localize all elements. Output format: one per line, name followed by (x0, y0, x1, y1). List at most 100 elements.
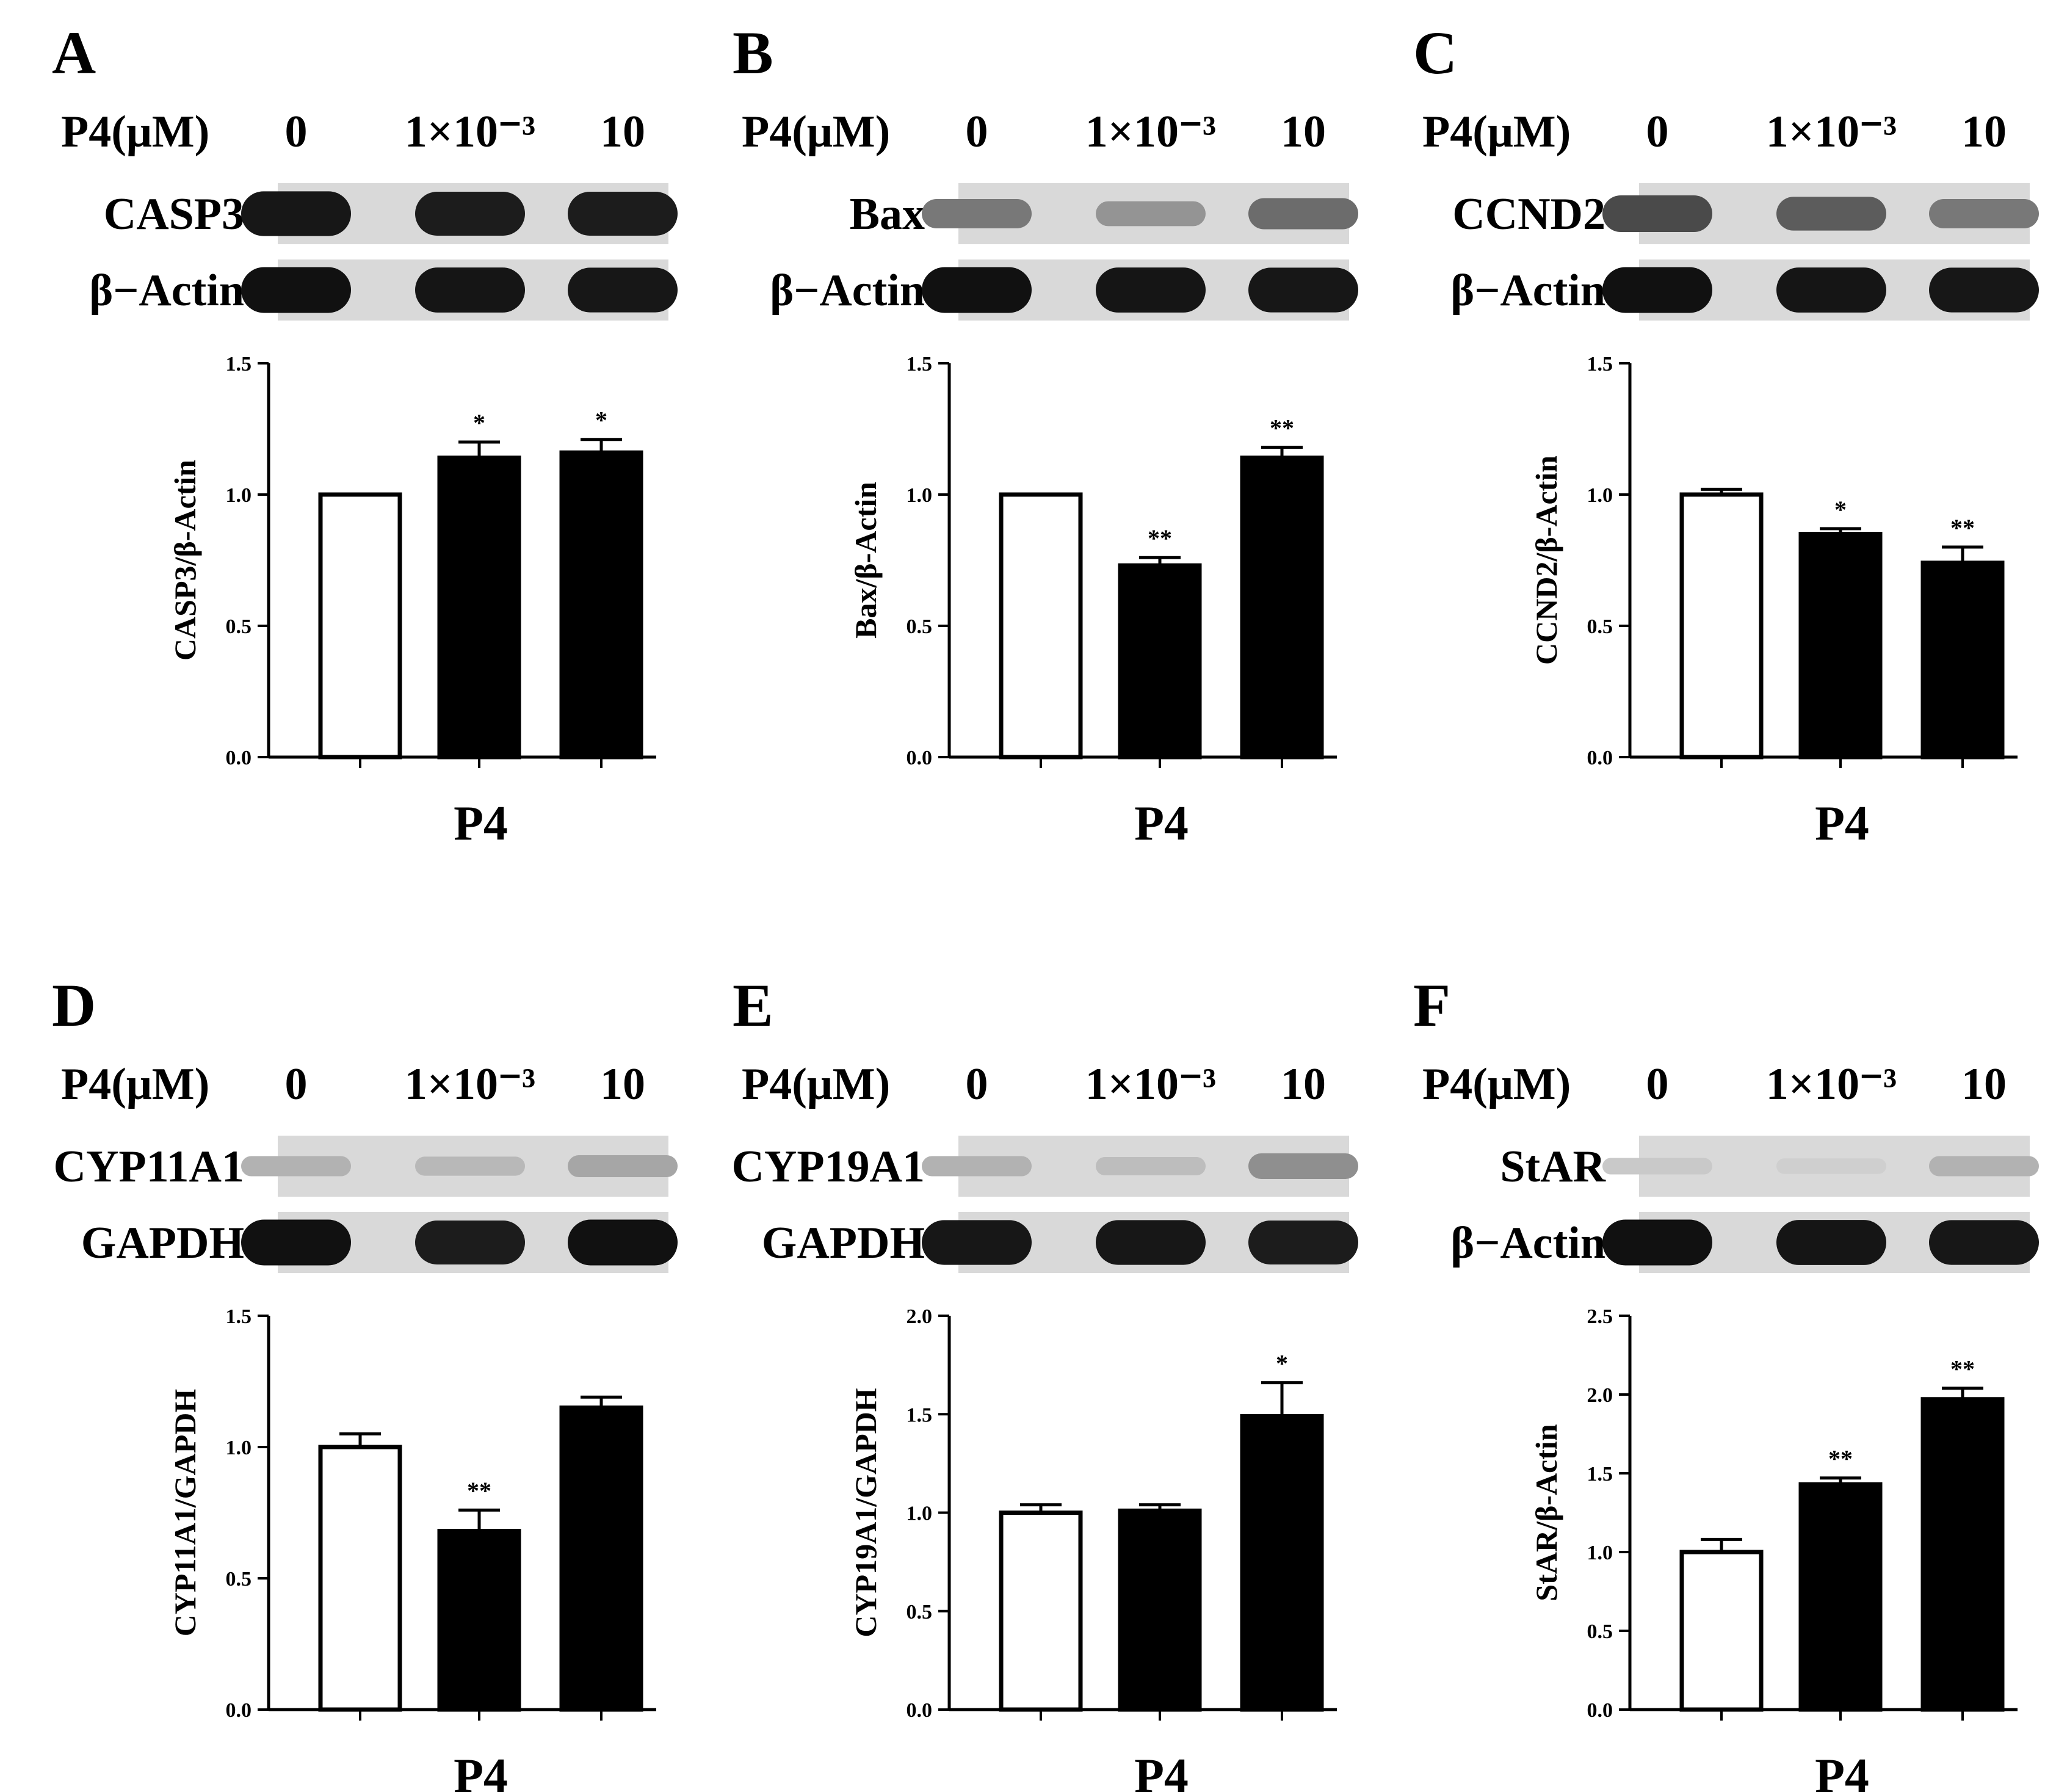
blot-band (415, 1221, 525, 1264)
significance-marker: * (1834, 496, 1847, 523)
y-tick-label: 0.5 (907, 1601, 933, 1623)
dose-label: 0 (285, 1059, 308, 1109)
bar (318, 1445, 402, 1712)
blot-band (1602, 1219, 1712, 1266)
bar (437, 455, 521, 760)
dose-label: 0 (1646, 1059, 1669, 1109)
blot-protein-label: CYP19A1 (731, 1142, 925, 1192)
treatment-label: P4(μM) (742, 107, 890, 157)
dose-label: 1×10⁻³ (1085, 1059, 1216, 1109)
y-tick-label: 1.5 (1587, 353, 1613, 375)
y-tick-label: 0.0 (1587, 1699, 1613, 1722)
y-tick-label: 1.5 (226, 353, 252, 375)
bar (1118, 1508, 1202, 1712)
blot-band (1096, 201, 1206, 227)
x-axis-title: P4 (1134, 1749, 1189, 1792)
blot-band (1248, 267, 1358, 313)
panel-letter: C (1413, 19, 1457, 87)
blot-band (922, 267, 1032, 313)
bar (1679, 1550, 1764, 1712)
blot-band (241, 267, 351, 313)
dose-label: 10 (1961, 107, 2007, 157)
x-axis-title: P4 (454, 1749, 508, 1792)
bar (437, 1529, 521, 1712)
y-tick-label: 1.5 (907, 353, 933, 375)
blot-band (568, 1219, 678, 1266)
panel-letter: B (733, 19, 773, 87)
bar (1118, 563, 1202, 760)
blot-band (1602, 1158, 1712, 1175)
y-axis-title: CYP19A1/GAPDH (849, 1388, 883, 1637)
blot-band (1776, 1158, 1886, 1174)
blot-band (568, 192, 678, 236)
bar (1920, 1397, 2005, 1712)
blot-protein-label: β−Actin (1450, 266, 1605, 316)
blot-band (1776, 1220, 1886, 1265)
panel-letter: F (1413, 971, 1450, 1039)
blot-band (1776, 267, 1886, 313)
blot-band (1096, 267, 1206, 313)
y-tick-label: 1.0 (1587, 1542, 1613, 1564)
y-tick-label: 1.5 (226, 1305, 252, 1328)
bar (318, 492, 402, 760)
blot-protein-label: GAPDH (81, 1218, 244, 1268)
y-tick-label: 0.5 (1587, 615, 1613, 638)
blot-band (241, 191, 351, 236)
panel-d: D P4(μM) 0 1×10⁻³ 10 CYP11A1 GAPDH 0.0 0.5 1.0 1.5… (52, 971, 678, 1792)
significance-marker: * (473, 409, 485, 437)
blot-band (922, 199, 1032, 228)
bar (999, 492, 1083, 760)
blot-protein-label: β−Actin (89, 266, 244, 316)
blot-band (415, 267, 525, 313)
dose-label: 0 (285, 107, 308, 157)
blot-band (1776, 197, 1886, 231)
dose-label: 10 (1281, 1059, 1326, 1109)
dose-label: 10 (1961, 1059, 2007, 1109)
y-tick-label: 0.0 (226, 1699, 252, 1722)
y-tick-label: 2.0 (907, 1305, 933, 1328)
blot-band (1929, 1156, 2039, 1177)
y-tick-label: 1.5 (907, 1404, 933, 1426)
bar (1679, 492, 1764, 760)
dose-label: 0 (966, 107, 988, 157)
blot-band (1248, 1221, 1358, 1264)
blot-band (1929, 199, 2039, 228)
y-tick-label: 1.0 (907, 484, 933, 507)
treatment-label: P4(μM) (742, 1059, 890, 1109)
bar (999, 1511, 1083, 1712)
dose-label: 0 (1646, 107, 1669, 157)
blot-band (568, 1155, 678, 1177)
panel-b: B P4(μM) 0 1×10⁻³ 10 Bax β−Actin 0.0 0.5 1.0 1.5 Ba… (733, 19, 1358, 851)
blot-band (1248, 198, 1358, 230)
dose-label: 1×10⁻³ (1085, 107, 1216, 157)
panel-c: C P4(μM) 0 1×10⁻³ 10 CCND2 β−Actin 0.0 0.5 1.0 1.5… (1413, 19, 2039, 851)
x-axis-title: P4 (1815, 797, 1869, 851)
dose-label: 0 (966, 1059, 988, 1109)
x-axis-title: P4 (454, 797, 508, 851)
blot-protein-label: β−Actin (770, 266, 925, 316)
y-axis-title: CCND2/β-Actin (1529, 455, 1563, 665)
y-tick-label: 2.0 (1587, 1384, 1613, 1407)
treatment-label: P4(μM) (61, 107, 209, 157)
bar (1240, 455, 1324, 760)
bar (1920, 560, 2005, 760)
x-axis-title: P4 (1134, 797, 1189, 851)
blot-band (415, 192, 525, 236)
blot-protein-label: β−Actin (1450, 1218, 1605, 1268)
blot-band (1602, 267, 1712, 313)
y-tick-label: 1.0 (907, 1503, 933, 1525)
y-tick-label: 0.5 (907, 615, 933, 638)
significance-marker: ** (1828, 1445, 1853, 1473)
dose-label: 10 (600, 107, 645, 157)
dose-label: 10 (600, 1059, 645, 1109)
dose-label: 10 (1281, 107, 1326, 157)
y-axis-title: StAR/β-Actin (1529, 1424, 1563, 1601)
blot-protein-label: GAPDH (762, 1218, 925, 1268)
blot-band (568, 267, 678, 313)
blot-band (241, 1156, 351, 1177)
significance-marker: ** (467, 1477, 491, 1504)
y-tick-label: 1.5 (1587, 1463, 1613, 1485)
panel-e: E P4(μM) 0 1×10⁻³ 10 CYP19A1 GAPDH 0.0 0.5 1.0 1.5… (731, 971, 1358, 1792)
blot-band (1096, 1220, 1206, 1265)
blot-band (415, 1156, 525, 1176)
